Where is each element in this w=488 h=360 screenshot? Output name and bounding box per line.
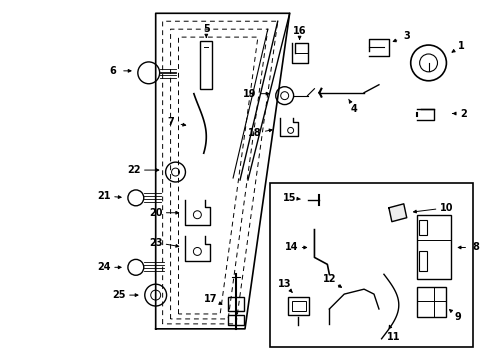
Text: 19: 19 xyxy=(243,89,256,99)
Text: 2: 2 xyxy=(459,108,466,118)
Text: 6: 6 xyxy=(109,66,116,76)
Text: 22: 22 xyxy=(127,165,141,175)
Bar xyxy=(269,183,472,347)
Bar xyxy=(200,41,212,89)
Text: 17: 17 xyxy=(203,294,217,304)
Text: 7: 7 xyxy=(167,117,174,127)
Text: 14: 14 xyxy=(285,243,298,252)
Bar xyxy=(418,220,426,235)
Text: 3: 3 xyxy=(403,31,409,41)
Text: 9: 9 xyxy=(454,312,461,322)
Text: 5: 5 xyxy=(203,24,209,34)
Text: 1: 1 xyxy=(457,41,464,51)
Bar xyxy=(291,301,305,311)
Text: 13: 13 xyxy=(277,279,291,289)
Text: 21: 21 xyxy=(97,191,111,201)
Text: 16: 16 xyxy=(292,26,305,36)
Text: 20: 20 xyxy=(149,208,162,218)
Text: 23: 23 xyxy=(149,238,162,248)
Bar xyxy=(416,287,446,317)
Text: 24: 24 xyxy=(97,262,111,272)
Bar xyxy=(228,297,244,311)
Bar xyxy=(418,251,426,271)
Bar xyxy=(287,297,309,315)
Polygon shape xyxy=(388,204,406,222)
Text: 25: 25 xyxy=(112,290,125,300)
Text: 11: 11 xyxy=(386,332,400,342)
Bar xyxy=(228,315,244,325)
Text: 18: 18 xyxy=(247,129,261,138)
Text: 12: 12 xyxy=(322,274,335,284)
Text: 8: 8 xyxy=(472,243,479,252)
Text: 15: 15 xyxy=(283,193,296,203)
Bar xyxy=(416,215,450,279)
Text: 4: 4 xyxy=(350,104,357,113)
Text: 10: 10 xyxy=(439,203,452,213)
